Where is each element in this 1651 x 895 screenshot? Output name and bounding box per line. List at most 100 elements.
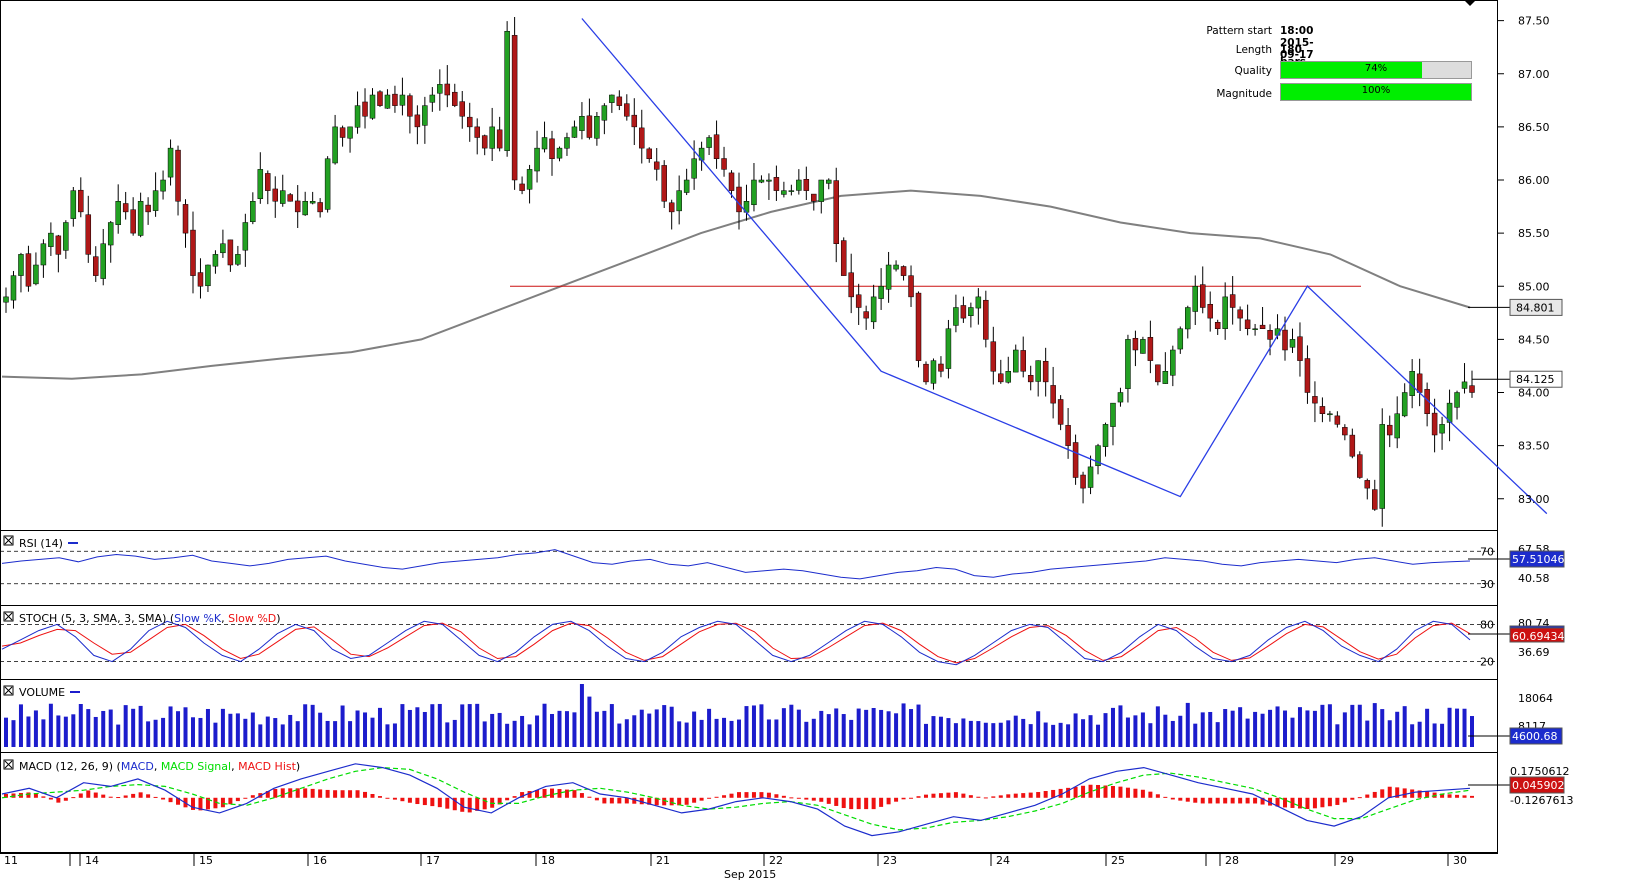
macd-hist-bar <box>707 797 712 799</box>
macd-hist-bar <box>1208 797 1213 804</box>
volume-bar <box>11 720 16 747</box>
volume-bar <box>1170 720 1175 747</box>
magnitude-value: 100% <box>1361 85 1391 96</box>
macd-hist-bar <box>1200 797 1205 804</box>
volume-bar <box>811 718 816 747</box>
macd-hist-bar <box>1268 797 1273 806</box>
candle-body <box>175 149 181 202</box>
macd-hist-bar <box>63 797 68 801</box>
macd-hist-bar <box>871 797 876 810</box>
macd-hist-bar <box>1013 793 1018 798</box>
volume-bar <box>654 709 659 747</box>
candle-body <box>1214 322 1221 330</box>
volume-bar <box>71 714 76 747</box>
macd-hist-bar <box>1178 797 1183 801</box>
volume-bar <box>991 723 996 747</box>
x-tick-label: 25 <box>1111 854 1125 867</box>
candle-body <box>541 137 548 150</box>
macd-hist-bar <box>1253 797 1258 804</box>
macd-hist-bar <box>1043 790 1048 798</box>
macd-hist-bar <box>856 797 861 810</box>
candle-body <box>40 243 47 266</box>
macd-hist-bar <box>520 792 525 798</box>
volume-bar <box>482 721 487 747</box>
volume-bar <box>789 704 794 747</box>
volume-bar <box>1021 718 1026 747</box>
volume-bar <box>714 718 719 747</box>
candle-body <box>48 232 54 247</box>
volume-bar <box>729 720 734 747</box>
macd-hist-bar <box>789 797 794 799</box>
macd-hist-bar <box>363 791 368 798</box>
candle-body <box>1177 328 1184 350</box>
volume-bar <box>692 711 697 747</box>
volume-bar <box>250 712 255 747</box>
candle-body <box>803 179 810 191</box>
candle-body <box>1042 360 1049 383</box>
volume-bar <box>931 716 936 747</box>
macd-hist-bar <box>572 790 577 798</box>
macd-hist-bar <box>1455 794 1460 798</box>
volume-bar <box>205 708 210 747</box>
candle-body <box>840 240 847 276</box>
candle-body <box>70 190 77 219</box>
x-month-label: Sep 2015 <box>724 868 776 881</box>
candle-body <box>616 96 623 106</box>
macd-panel: MACD (12, 26, 9) (MACD, MACD Signal, MAC… <box>1 759 1573 837</box>
macd-hist-bar <box>325 789 330 798</box>
macd-hist-bar <box>662 797 667 806</box>
volume-bar <box>1133 715 1138 747</box>
volume-bar <box>235 713 240 747</box>
macd-hist-bar <box>699 797 704 801</box>
macd-hist-bar <box>602 797 607 804</box>
candle-body <box>25 253 32 287</box>
volume-bar <box>183 707 188 747</box>
volume-bar <box>677 721 682 747</box>
candle-body <box>10 275 17 301</box>
volume-bar <box>1200 712 1205 747</box>
ma-marker-label: 84.801 <box>1516 301 1555 314</box>
candle-body <box>1035 360 1041 382</box>
candle-body <box>758 179 765 183</box>
macd-hist-bar <box>512 796 517 798</box>
macd-hist-bar <box>467 797 472 813</box>
volume-bar <box>1297 707 1302 747</box>
candle-body <box>953 307 959 326</box>
candle-body <box>766 179 772 182</box>
candle-body <box>414 114 421 128</box>
macd-hist-bar <box>669 797 674 806</box>
candle-body <box>579 116 585 131</box>
macd-hist-bar <box>677 797 682 806</box>
candle-body <box>167 147 174 178</box>
candle-body <box>1319 406 1326 415</box>
volume-bar <box>1387 720 1392 747</box>
volume-bar <box>684 722 689 747</box>
price-tick-label: 84.00 <box>1518 387 1550 400</box>
candle-body <box>1117 392 1124 403</box>
volume-bar <box>1283 710 1288 747</box>
candle-body <box>78 189 84 213</box>
volume-bar <box>48 703 53 747</box>
volume-bar <box>759 704 764 747</box>
macd-hist-bar <box>295 788 300 798</box>
macd-hist-bar <box>1462 795 1467 798</box>
macd-hist-bar <box>108 796 113 798</box>
volume-bar <box>460 704 465 747</box>
volume-bar <box>33 710 38 747</box>
candle-body <box>1244 319 1251 330</box>
candle-body <box>3 296 9 303</box>
macd-hist-bar <box>303 788 308 798</box>
candle-body <box>93 256 99 276</box>
volume-bar <box>998 722 1003 747</box>
candle-body <box>1095 445 1101 467</box>
x-tick-label: 22 <box>769 854 783 867</box>
volume-bar <box>41 719 46 747</box>
candle-body <box>377 91 383 106</box>
chart-border <box>0 0 1498 853</box>
macd-hist-bar <box>1185 797 1190 802</box>
candle-body <box>1222 296 1228 329</box>
macd-hist-bar <box>744 792 749 798</box>
macd-hist-bar <box>946 792 951 798</box>
candle-body <box>781 190 787 195</box>
volume-bar <box>123 705 128 747</box>
